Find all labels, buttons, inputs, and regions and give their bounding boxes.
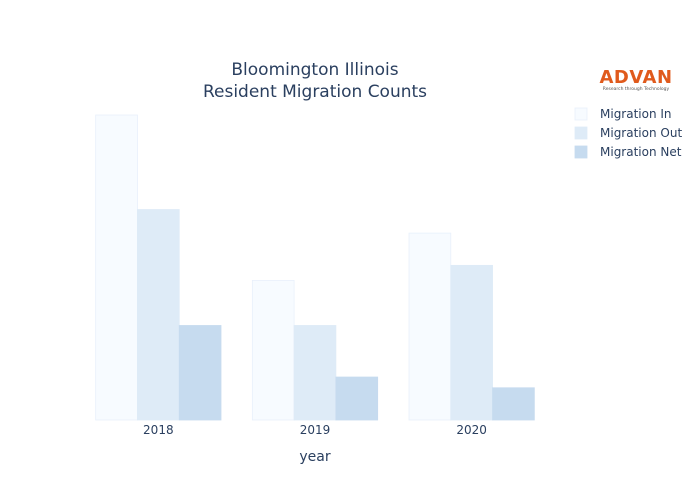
legend-label-migration-out[interactable]: Migration Out xyxy=(600,126,682,140)
chart-title-line-2: Resident Migration Counts xyxy=(203,82,427,102)
legend-swatch-migration-in[interactable] xyxy=(574,107,588,121)
legend-label-migration-net[interactable]: Migration Net xyxy=(600,145,682,159)
x-tick-2019: 2019 xyxy=(300,423,331,437)
advan-logo: ADVAN Research through Technology xyxy=(599,67,672,92)
bar-migration-net-2020[interactable] xyxy=(492,387,535,421)
chart-title-line-1: Bloomington Illinois xyxy=(231,60,398,80)
x-tick-2018: 2018 xyxy=(143,423,174,437)
legend-swatch-migration-net[interactable] xyxy=(574,145,588,159)
bar-migration-net-2019[interactable] xyxy=(335,376,379,421)
bar-migration-out-2018[interactable] xyxy=(137,209,180,421)
logo-tagline: Research through Technology xyxy=(603,86,670,92)
x-tick-2020: 2020 xyxy=(456,423,487,437)
bar-migration-out-2020[interactable] xyxy=(450,264,493,421)
bar-migration-in-2018[interactable] xyxy=(95,114,138,421)
x-axis-title: year xyxy=(299,449,330,465)
logo-wordmark: ADVAN xyxy=(599,67,672,88)
legend-swatch-migration-out[interactable] xyxy=(574,126,588,140)
bar-migration-in-2020[interactable] xyxy=(408,232,452,421)
bars-layer xyxy=(95,114,535,421)
x-tick-labels: 2018 2019 2020 xyxy=(143,423,487,437)
bar-migration-net-2018[interactable] xyxy=(178,325,222,421)
bar-migration-in-2019[interactable] xyxy=(251,279,295,421)
legend: Migration In Migration Out Migration Net xyxy=(574,107,682,159)
legend-label-migration-in[interactable]: Migration In xyxy=(600,107,672,121)
bar-migration-out-2019[interactable] xyxy=(293,325,337,421)
